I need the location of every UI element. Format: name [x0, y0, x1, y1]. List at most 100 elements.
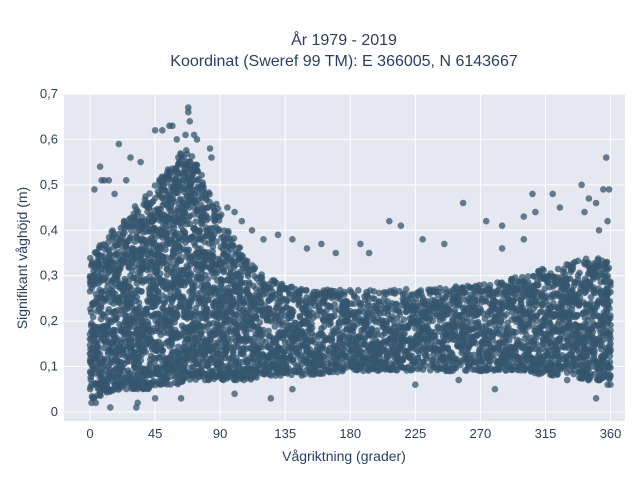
data-point: [128, 227, 135, 235]
data-point: [121, 229, 128, 236]
data-point: [471, 298, 479, 305]
data-point: [168, 341, 176, 349]
data-point: [91, 370, 98, 377]
data-point: [191, 283, 199, 291]
data-point: [456, 298, 464, 305]
data-point: [436, 284, 444, 292]
data-point: [535, 281, 542, 289]
data-point: [180, 304, 187, 311]
data-point: [123, 243, 130, 250]
data-point: [256, 319, 264, 326]
data-point: [138, 288, 145, 295]
data-point: [149, 276, 157, 283]
data-point: [192, 218, 200, 225]
data-point: [146, 190, 153, 197]
data-point: [204, 296, 212, 304]
data-point: [186, 220, 194, 227]
data-point: [355, 287, 362, 294]
data-point: [542, 294, 549, 302]
data-point: [125, 358, 133, 365]
data-point: [327, 320, 335, 327]
data-point: [209, 233, 217, 241]
data-point: [193, 161, 200, 169]
data-point: [225, 229, 232, 237]
data-point: [155, 288, 162, 295]
data-point: [137, 271, 144, 279]
data-point: [146, 361, 154, 368]
data-point: [289, 308, 297, 315]
data-point: [173, 310, 181, 318]
data-point: [517, 301, 524, 309]
data-point: [97, 304, 105, 311]
data-point: [512, 328, 520, 336]
data-point: [198, 181, 206, 189]
data-point: [137, 357, 145, 364]
data-point: [303, 287, 310, 294]
data-point: [235, 244, 243, 252]
data-point: [469, 366, 477, 373]
data-point: [145, 321, 152, 328]
data-point: [114, 248, 122, 256]
data-point: [207, 336, 215, 343]
data-point: [558, 326, 566, 334]
data-point: [168, 298, 176, 305]
data-point: [217, 211, 225, 218]
data-point: [135, 299, 143, 307]
data-point: [131, 203, 139, 210]
data-point: [540, 266, 547, 274]
data-point: [331, 312, 338, 320]
data-point: [163, 313, 171, 320]
data-point: [244, 257, 251, 265]
data-point: [188, 185, 195, 193]
data-point: [192, 278, 199, 286]
data-point: [187, 270, 195, 278]
data-point: [142, 348, 149, 356]
data-point: [457, 361, 464, 369]
data-point: [331, 301, 339, 308]
data-point: [183, 150, 191, 158]
data-point: [97, 392, 104, 400]
data-point: [240, 351, 247, 358]
data-point: [214, 205, 222, 212]
data-point: [190, 315, 197, 323]
data-point: [188, 153, 196, 160]
data-point: [185, 158, 193, 165]
data-point: [318, 329, 325, 337]
data-point: [197, 227, 204, 234]
data-point: [166, 324, 174, 332]
data-point: [308, 320, 315, 328]
data-point: [409, 366, 416, 374]
data-point: [159, 186, 167, 194]
data-point: [133, 293, 141, 301]
data-point: [170, 224, 178, 231]
data-point: [563, 282, 571, 289]
data-point: [237, 251, 245, 259]
data-point: [400, 316, 408, 323]
data-point: [209, 243, 217, 250]
data-point: [163, 254, 170, 261]
data-point: [127, 233, 134, 241]
data-point: [123, 385, 130, 393]
data-point: [206, 191, 213, 198]
data-point: [230, 235, 238, 242]
data-point: [198, 363, 205, 370]
data-point: [172, 189, 180, 197]
data-point: [159, 347, 167, 354]
data-point: [210, 253, 217, 260]
data-point: [87, 309, 95, 316]
data-point: [86, 385, 94, 393]
data-point: [175, 251, 183, 259]
data-point: [155, 297, 162, 304]
data-point: [569, 266, 576, 273]
data-point: [126, 300, 134, 308]
data-point: [363, 315, 370, 323]
data-point: [93, 355, 100, 363]
data-point: [134, 208, 142, 215]
data-point: [197, 329, 205, 337]
data-point: [229, 242, 237, 250]
data-point: [151, 182, 159, 189]
data-point: [157, 270, 164, 277]
data-point: [185, 204, 193, 211]
